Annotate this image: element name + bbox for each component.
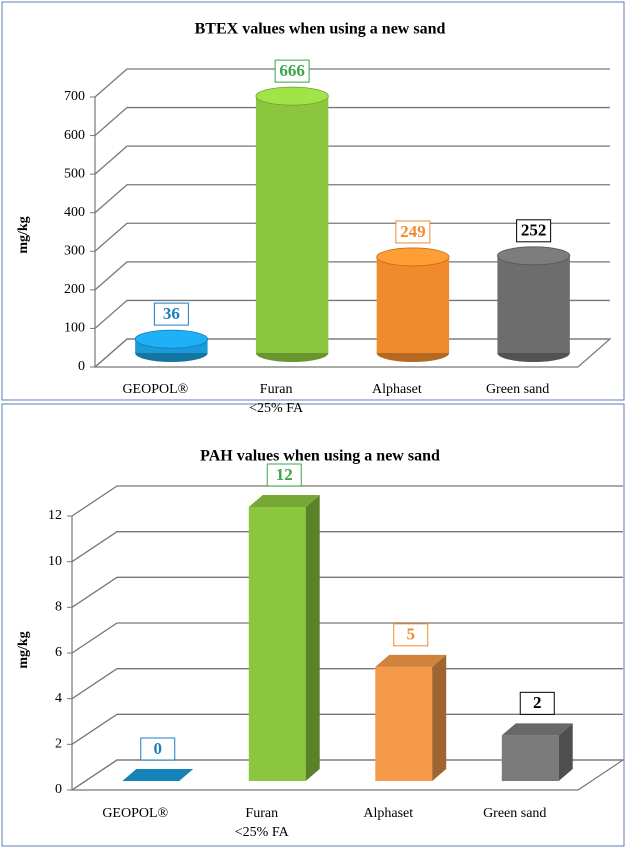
y-tick-label: 400 [64,205,85,220]
y-axis-label: mg/kg [16,631,31,668]
value-label: 36 [163,304,180,323]
value-label: 12 [276,465,293,484]
y-tick-label: 200 [64,282,85,297]
bar-top [134,329,208,349]
bar [248,507,306,781]
x-tick-label: Furan <25% FA [234,806,289,840]
y-tick-label: 100 [64,321,85,336]
grid-line [94,222,610,252]
bar-top [375,654,447,667]
bar [497,255,570,353]
y-tick-label: 700 [64,89,85,104]
x-tick-label: Alphaset [371,382,422,397]
value-label-box [519,691,555,715]
value-label: 666 [279,61,305,80]
grid-line [71,668,623,700]
x-tick-label: GEOPOL® [122,382,189,397]
x-tick-label: GEOPOL® [102,806,169,821]
grid-line [94,68,610,98]
chart-frame [1,1,625,401]
y-tick-label: 10 [48,554,62,569]
grid-line [94,106,610,137]
value-label: 2 [533,693,542,712]
x-tick-label: Alphaset [363,806,414,821]
grid-line [71,485,623,517]
grid-line [71,531,623,563]
y-tick-label: 0 [55,782,62,797]
value-label: 0 [154,739,163,758]
y-tick-label: 300 [64,244,85,259]
bar-top [255,86,329,106]
y-tick-label: 8 [55,600,62,615]
chart-title: PAH values when using a new sand [200,448,440,465]
chart-title: BTEX values when using a new sand [195,21,446,38]
chart-frame [1,403,625,847]
bar-top [122,769,194,781]
value-label-box [153,302,189,326]
value-label: 252 [521,221,547,240]
x-tick-label: Furan <25% FA [249,382,304,416]
grid-line [94,184,610,214]
value-label-box [140,737,176,761]
bar-top [501,723,573,736]
bar [375,666,433,781]
y-axis-label: mg/kg [16,216,31,253]
grid-line [71,713,623,745]
y-tick-label: 600 [64,128,85,143]
y-tick-label: 0 [78,359,85,374]
value-label-box [516,219,552,243]
grid-line [71,622,623,654]
value-label-box [393,623,429,647]
x-tick-label: Green sand [483,806,547,821]
bar-side [305,495,320,781]
y-tick-label: 6 [55,645,62,660]
value-label-box [274,59,310,83]
x-tick-label: Green sand [485,382,550,397]
bar [376,256,450,353]
y-tick-label: 2 [55,737,62,752]
bar [255,96,329,353]
y-tick-label: 4 [55,691,62,706]
bar-top [376,247,450,267]
y-tick-label: 500 [64,166,85,181]
grid-line [71,759,623,791]
bar [501,735,559,781]
grid-line [71,576,623,608]
bar-side [432,654,447,781]
bar-top [496,246,571,266]
bar-side [558,723,573,781]
value-label-box [395,220,431,244]
bar-top [248,495,320,507]
value-label: 249 [400,222,426,241]
grid-line [94,145,610,175]
y-tick-label: 12 [48,508,62,523]
value-label-box [266,463,302,487]
value-label: 5 [407,625,416,644]
